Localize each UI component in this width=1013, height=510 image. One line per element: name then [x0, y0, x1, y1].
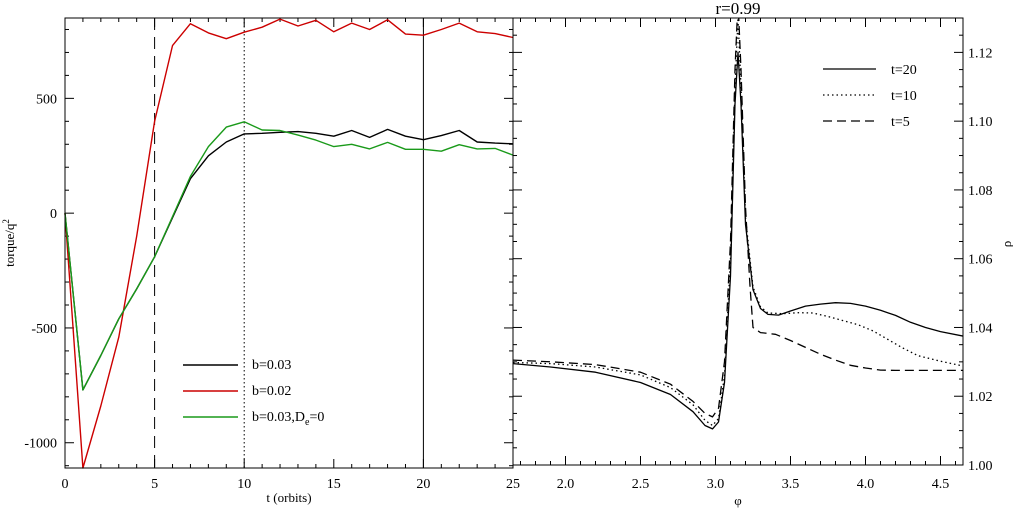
legend-label-dotted: t=10 [891, 89, 917, 104]
x-axis-label: φ [734, 493, 742, 508]
y-tick-label: 0 [50, 207, 57, 222]
series-line-2 [64, 18, 514, 469]
legend-label-tail: =0 [309, 410, 324, 425]
x-tick-label: 4.0 [857, 477, 875, 492]
series-line-3 [64, 121, 514, 391]
y-axis-label-sup: 2 [1, 219, 11, 224]
legend-label-solid: t=20 [891, 63, 917, 78]
x-axis-label: t (orbits) [266, 490, 311, 505]
y-axis-label: torque/q2 [1, 219, 17, 267]
y-tick-label: 1.10 [968, 115, 993, 130]
y-tick-label: 1.12 [968, 46, 993, 61]
x-tick-label: 2.0 [557, 477, 575, 492]
plot-frame [512, 17, 964, 466]
x-tick-label: 3.0 [707, 477, 725, 492]
plot-frame [64, 17, 514, 469]
legend-label-3: b=0.03,De=0 [252, 410, 324, 428]
x-tick-label: 0 [62, 477, 69, 492]
legend-label-dashed: t=5 [891, 115, 910, 130]
series-line-dotted [513, 18, 963, 427]
y-tick-label: 1.06 [968, 253, 993, 268]
series-line-solid [513, 51, 963, 430]
y-axis-label: ρ [999, 241, 1013, 248]
y-tick-label: 1.02 [968, 390, 993, 405]
legend-label-2: b=0.02 [252, 384, 291, 399]
x-tick-label: 20 [416, 477, 430, 492]
density-panel: 2.0 2.5 3.0 3.5 4.0 4.5 1.00 1.02 1.04 1.06 1.08 1.… [512, 0, 1013, 508]
series-line-dashed [513, 18, 963, 418]
x-tick-label: 15 [327, 477, 341, 492]
x-tick-label: 3.5 [782, 477, 800, 492]
y-tick-label: 1.04 [968, 321, 993, 336]
legend-label-1: b=0.03 [252, 358, 291, 373]
legend-label-base: b=0.03,D [252, 410, 305, 425]
y-axis-label-base: torque/q [2, 223, 17, 267]
x-tick-label: 10 [237, 477, 251, 492]
y-tick-label: 1.08 [968, 184, 993, 199]
legend-label-sub: e [305, 417, 310, 428]
y-tick-label: 1.00 [968, 459, 993, 474]
y-tick-label: 500 [36, 92, 57, 107]
chart-title: r=0.99 [716, 0, 761, 18]
x-tick-label: 5 [151, 477, 158, 492]
y-tick-label: -500 [31, 322, 57, 337]
x-tick-label: 4.5 [932, 477, 950, 492]
x-tick-label: 25 [506, 477, 520, 492]
y-tick-label: -1000 [24, 437, 57, 452]
x-tick-label: 2.5 [632, 477, 650, 492]
